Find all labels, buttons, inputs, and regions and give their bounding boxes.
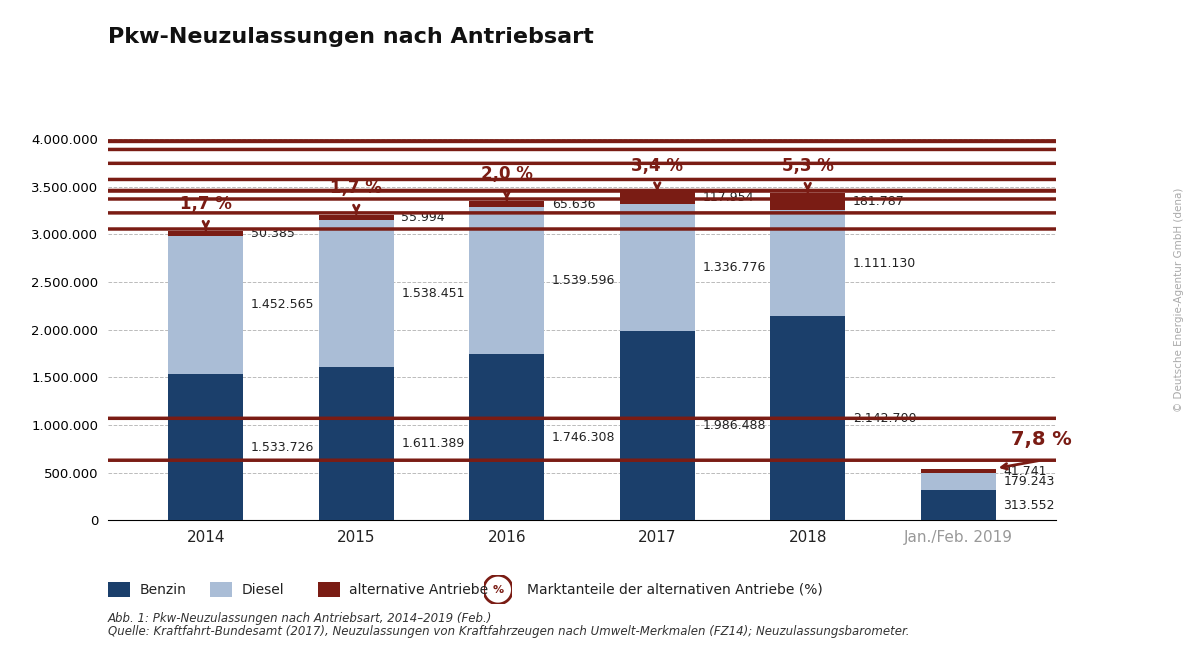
Text: 117.954: 117.954 <box>702 191 754 205</box>
Text: 41.741: 41.741 <box>1003 465 1046 478</box>
Text: 1.538.451: 1.538.451 <box>402 287 464 300</box>
Bar <box>619 331 695 520</box>
Text: 181.787: 181.787 <box>853 195 905 208</box>
Text: 1.986.488: 1.986.488 <box>702 419 766 432</box>
Text: © Deutsche Energie-Agentur GmbH (dena): © Deutsche Energie-Agentur GmbH (dena) <box>1175 188 1184 412</box>
Bar <box>319 367 394 520</box>
Text: 2,0 %: 2,0 % <box>481 165 533 183</box>
Bar <box>920 474 996 490</box>
Bar <box>619 203 695 331</box>
Text: Pkw-Neuzulassungen nach Antriebsart: Pkw-Neuzulassungen nach Antriebsart <box>108 27 594 47</box>
Bar <box>168 374 244 520</box>
Text: 50.385: 50.385 <box>251 227 295 240</box>
Bar <box>770 193 845 210</box>
Bar <box>168 235 244 374</box>
Text: 1.539.596: 1.539.596 <box>552 274 616 287</box>
Text: %: % <box>492 585 504 594</box>
Text: 1.452.565: 1.452.565 <box>251 298 314 311</box>
Bar <box>619 192 695 203</box>
Text: Abb. 1: Pkw-Neuzulassungen nach Antriebsart, 2014–2019 (Feb.): Abb. 1: Pkw-Neuzulassungen nach Antriebs… <box>108 612 492 624</box>
Text: 1,7 %: 1,7 % <box>330 179 383 197</box>
Bar <box>319 215 394 220</box>
Bar <box>469 207 545 354</box>
Text: 179.243: 179.243 <box>1003 476 1055 488</box>
Text: 55.994: 55.994 <box>402 211 445 224</box>
Text: 3,4 %: 3,4 % <box>631 157 683 175</box>
Text: 5,3 %: 5,3 % <box>781 157 834 175</box>
Text: 65.636: 65.636 <box>552 197 595 211</box>
Text: 7,8 %: 7,8 % <box>1010 430 1072 449</box>
Bar <box>920 490 996 520</box>
Bar <box>168 231 244 235</box>
Text: 1.336.776: 1.336.776 <box>702 261 766 273</box>
Bar <box>319 220 394 367</box>
Text: Benzin: Benzin <box>139 583 186 596</box>
Text: 1.746.308: 1.746.308 <box>552 431 616 444</box>
Text: 1.111.130: 1.111.130 <box>853 257 916 269</box>
Text: Diesel: Diesel <box>241 583 284 596</box>
Text: 1.611.389: 1.611.389 <box>402 437 464 450</box>
Bar <box>469 354 545 520</box>
Text: 313.552: 313.552 <box>1003 499 1055 512</box>
Text: alternative Antriebe: alternative Antriebe <box>349 583 488 596</box>
Bar <box>469 201 545 207</box>
Bar <box>920 470 996 474</box>
Text: Marktanteile der alternativen Antriebe (%): Marktanteile der alternativen Antriebe (… <box>527 583 822 596</box>
Bar <box>770 316 845 520</box>
Bar <box>770 210 845 316</box>
Text: 1,7 %: 1,7 % <box>180 195 232 213</box>
Text: Quelle: Kraftfahrt-Bundesamt (2017), Neuzulassungen von Kraftfahrzeugen nach Umw: Quelle: Kraftfahrt-Bundesamt (2017), Neu… <box>108 625 910 638</box>
Text: 1.533.726: 1.533.726 <box>251 441 314 454</box>
Text: 2.142.700: 2.142.700 <box>853 412 917 425</box>
